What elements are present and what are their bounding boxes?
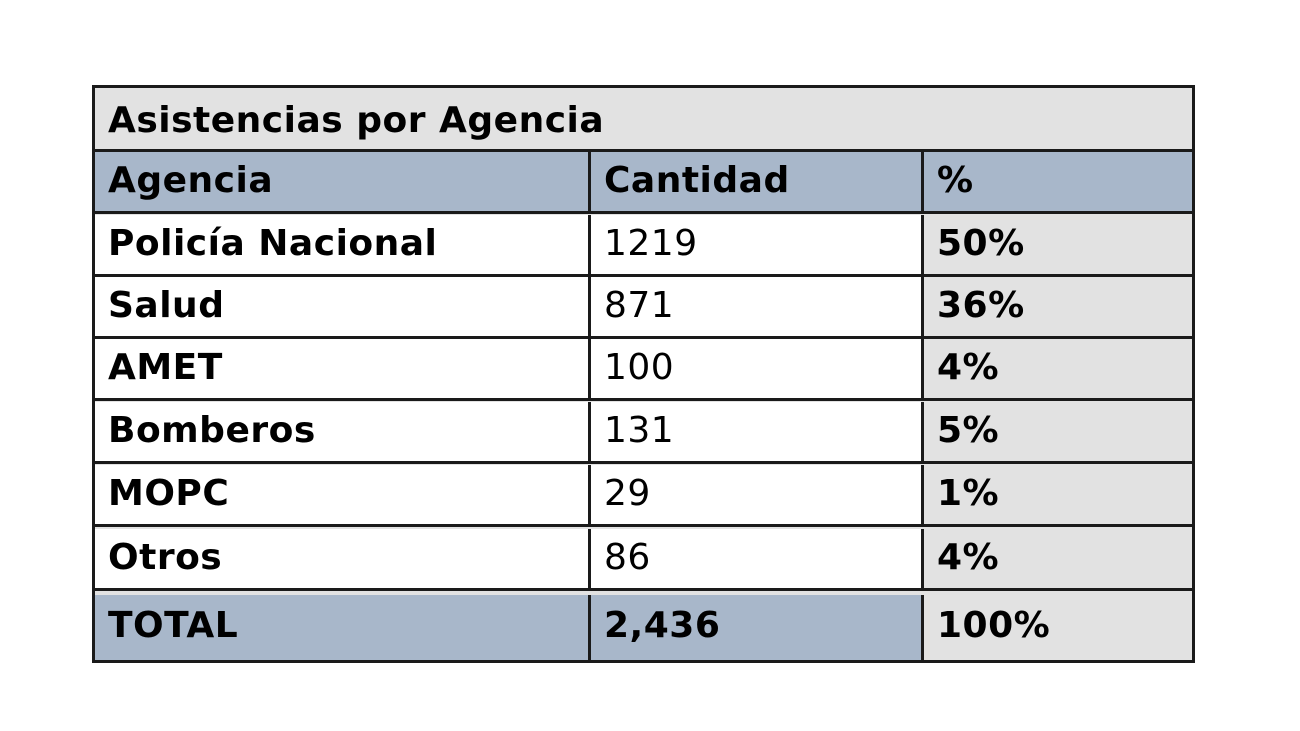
cell-cantidad: 86	[591, 529, 924, 588]
table-row: Salud 871 36%	[95, 277, 1192, 339]
cell-agencia: Policía Nacional	[95, 215, 591, 274]
cell-cantidad: 871	[591, 277, 924, 336]
cell-agencia: Bomberos	[95, 402, 591, 461]
total-label: TOTAL	[95, 595, 591, 660]
cell-percent: 5%	[924, 402, 1192, 461]
table-row: Bomberos 131 5%	[95, 402, 1192, 464]
agency-table: Asistencias por Agencia Agencia Cantidad…	[92, 85, 1195, 663]
cell-percent: 4%	[924, 339, 1192, 398]
cell-cantidad: 29	[591, 465, 924, 524]
table-title: Asistencias por Agencia	[108, 100, 605, 141]
total-cantidad: 2,436	[591, 595, 924, 660]
table-header-row: Agencia Cantidad %	[95, 152, 1192, 214]
table-row: Policía Nacional 1219 50%	[95, 215, 1192, 277]
total-percent: 100%	[924, 595, 1192, 660]
cell-percent: 50%	[924, 215, 1192, 274]
cell-agencia: MOPC	[95, 465, 591, 524]
table-row: MOPC 29 1%	[95, 465, 1192, 527]
table-total-row: TOTAL 2,436 100%	[95, 595, 1192, 660]
cell-agencia: Otros	[95, 529, 591, 588]
header-cantidad: Cantidad	[591, 152, 924, 211]
cell-cantidad: 1219	[591, 215, 924, 274]
cell-agencia: Salud	[95, 277, 591, 336]
header-agencia: Agencia	[95, 152, 591, 211]
table-title-row: Asistencias por Agencia	[95, 88, 1192, 152]
cell-cantidad: 100	[591, 339, 924, 398]
cell-percent: 36%	[924, 277, 1192, 336]
header-percent: %	[924, 152, 1192, 211]
table-row: AMET 100 4%	[95, 339, 1192, 401]
cell-cantidad: 131	[591, 402, 924, 461]
table-row: Otros 86 4%	[95, 529, 1192, 591]
cell-percent: 4%	[924, 529, 1192, 588]
cell-agencia: AMET	[95, 339, 591, 398]
cell-percent: 1%	[924, 465, 1192, 524]
